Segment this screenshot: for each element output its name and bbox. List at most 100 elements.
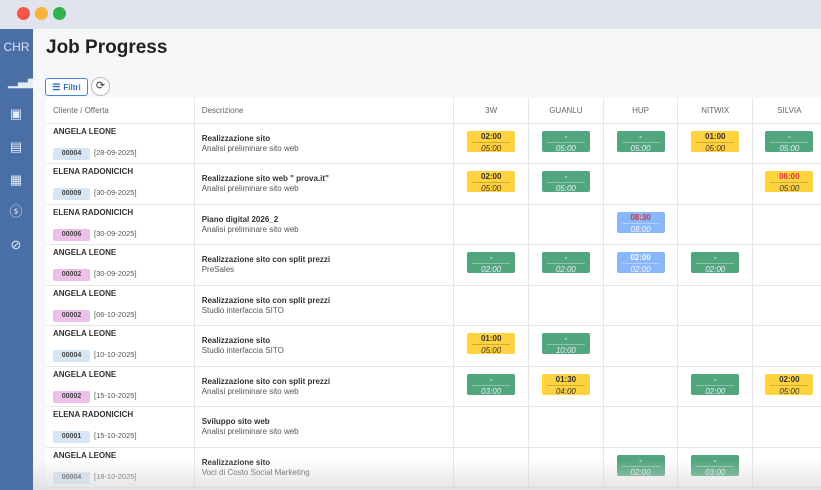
offer-date: [15-10-2025] — [94, 431, 137, 441]
client-name: ANGELA LEONE — [53, 329, 117, 339]
hours-badge[interactable]: -02:00 — [616, 454, 665, 477]
hours-spent: - — [546, 253, 585, 265]
hours-badge[interactable]: -02:00 — [541, 252, 590, 274]
hours-badge[interactable]: -05:00 — [541, 130, 590, 153]
job-subtitle: Voci di Costo Social Marketing — [201, 467, 310, 477]
offer-date: [30-09-2025] — [94, 228, 137, 238]
hours-badge[interactable]: -10:00 — [541, 333, 590, 355]
hours-badge[interactable]: -03:00 — [467, 373, 516, 396]
hours-badge[interactable]: -03:00 — [691, 454, 740, 477]
hours-badge[interactable]: 02:00 05:00 — [765, 373, 814, 396]
hours-badge[interactable]: 06:00 05:00 — [765, 171, 814, 193]
description-cell: Realizzazione sito con split prezzi Anali… — [194, 366, 455, 407]
contact-card-icon[interactable]: ▣ — [9, 106, 23, 121]
hours-badge[interactable]: 02:00 05:00 — [467, 130, 516, 153]
resource-cell — [677, 406, 754, 448]
header-resource-hup[interactable]: HUP — [603, 98, 679, 124]
job-title: Realizzazione sito — [201, 133, 271, 143]
refresh-icon: ⟳ — [95, 80, 106, 92]
calendar-icon[interactable]: ▦ — [9, 172, 23, 187]
close-window-button[interactable] — [17, 7, 30, 20]
offer-badge[interactable]: 00002 — [53, 309, 90, 322]
hours-badge[interactable]: 01:30 04:00 — [541, 373, 590, 396]
maximize-window-button[interactable] — [53, 7, 66, 20]
hours-planned: 02:00 — [705, 265, 726, 275]
resource-cell — [528, 285, 604, 326]
hours-badge[interactable]: -02:00 — [691, 252, 740, 275]
header-resource-nitwix[interactable]: NITWIX — [677, 98, 754, 124]
client-cell: ANGELA LEONE 00002 [06-10-2025] — [46, 285, 195, 326]
client-cell: ANGELA LEONE 00002 [30-09-2025] — [46, 244, 195, 286]
hours-spent: - — [621, 132, 660, 143]
resource-cell — [603, 366, 679, 407]
resource-cell — [752, 406, 821, 448]
resource-cell — [453, 406, 530, 448]
description-cell: Realizzazione sito Analisi preliminare si… — [194, 123, 455, 164]
hours-badge[interactable]: -05:00 — [765, 130, 814, 153]
hours-planned: 04:00 — [555, 386, 576, 396]
offer-badge[interactable]: 00004 — [53, 471, 90, 484]
page-title: Job Progress — [46, 37, 168, 58]
refresh-button[interactable]: ⟳ — [91, 77, 110, 96]
board-icon[interactable]: ▤ — [9, 139, 23, 154]
header-description[interactable]: Descrizione — [194, 98, 455, 124]
hours-planned: 05:00 — [779, 143, 800, 153]
offer-badge[interactable]: 00004 — [53, 147, 90, 160]
hours-spent: 01:30 — [546, 375, 585, 386]
chart-bar-icon[interactable]: ▁▃▅ — [8, 73, 38, 88]
client-cell: ELENA RADONICICH 00006 [30-09-2025] — [46, 204, 195, 245]
resource-cell: 01:00 05:00 — [677, 123, 754, 164]
hours-badge[interactable]: -05:00 — [541, 171, 590, 193]
logo: CHR — [3, 40, 30, 54]
description-cell: Realizzazione sito con split prezzi Studi… — [194, 285, 455, 326]
hours-badge[interactable]: 02:00 05:00 — [467, 171, 516, 194]
hours-badge[interactable]: 01:00 05:00 — [691, 130, 740, 153]
table-row: ANGELA LEONE 00002 [15-10-2025] Realizzazio… — [46, 366, 821, 407]
resource-cell: -03:00 — [453, 366, 530, 407]
job-title: Realizzazione sito con split prezzi — [201, 376, 331, 386]
header-resource-silvia[interactable]: SILVIA — [752, 98, 821, 124]
offer-badge[interactable]: 00001 — [53, 431, 90, 444]
header-resource-guanlu[interactable]: GUANLU — [528, 98, 604, 124]
offer-badge[interactable]: 00002 — [53, 269, 90, 282]
hours-badge[interactable]: 02:00 02:00 — [616, 252, 665, 274]
table-row: ANGELA LEONE 00002 [06-10-2025] Realizzazio… — [46, 285, 821, 326]
offer-date: [06-10-2025] — [94, 309, 137, 319]
hours-badge[interactable]: -02:00 — [467, 252, 516, 274]
table-row: ANGELA LEONE 00004 [18-10-2025] Realizzazio… — [46, 447, 821, 488]
header-resource-3w[interactable]: 3W — [453, 98, 530, 124]
resource-cell — [528, 447, 604, 488]
hours-planned: 02:00 — [630, 467, 651, 477]
header-client[interactable]: Cliente / Offerta — [46, 98, 195, 124]
hours-badge[interactable]: -05:00 — [616, 130, 665, 153]
offer-badge[interactable]: 00002 — [53, 390, 90, 403]
minimize-window-button[interactable] — [35, 7, 48, 20]
resource-cell — [752, 325, 821, 367]
client-name: ELENA RADONICICH — [53, 410, 134, 420]
description-cell: Realizzazione sito Studio interfaccia SIT… — [194, 325, 455, 367]
resource-cell: -03:00 — [677, 447, 754, 488]
offer-badge[interactable]: 00009 — [53, 188, 90, 201]
offer-date: [28-09-2025] — [94, 147, 137, 157]
hours-spent: 02:00 — [621, 253, 660, 265]
hours-badge[interactable]: 01:00 05:00 — [467, 333, 516, 355]
offer-badge[interactable]: 00004 — [53, 350, 90, 363]
hours-planned: 05:00 — [481, 184, 502, 194]
offer-badge[interactable]: 00006 — [53, 228, 90, 241]
hours-spent: - — [696, 375, 735, 386]
hours-badge[interactable]: 08:30 08:00 — [616, 211, 665, 234]
hours-planned: 05:00 — [481, 143, 502, 153]
job-title: Realizzazione sito web " prova.it" — [201, 174, 329, 184]
job-subtitle: Analisi preliminare sito web — [201, 386, 299, 396]
client-name: ANGELA LEONE — [53, 450, 117, 460]
dollar-icon[interactable]: ⓢ — [9, 204, 23, 219]
resource-cell: 02:00 05:00 — [453, 123, 530, 164]
job-progress-table: Cliente / Offerta Descrizione 3W GUANLU HU… — [46, 98, 821, 490]
hours-badge[interactable]: -02:00 — [691, 373, 740, 396]
filter-button[interactable]: ☰ Filtri — [45, 78, 88, 96]
client-name: ANGELA LEONE — [53, 126, 117, 136]
hours-spent: 08:30 — [621, 213, 660, 224]
compass-icon[interactable]: ⊘ — [10, 237, 22, 252]
resource-cell: -02:00 — [453, 244, 530, 286]
client-cell: ANGELA LEONE 00004 [10-10-2025] — [46, 325, 195, 367]
